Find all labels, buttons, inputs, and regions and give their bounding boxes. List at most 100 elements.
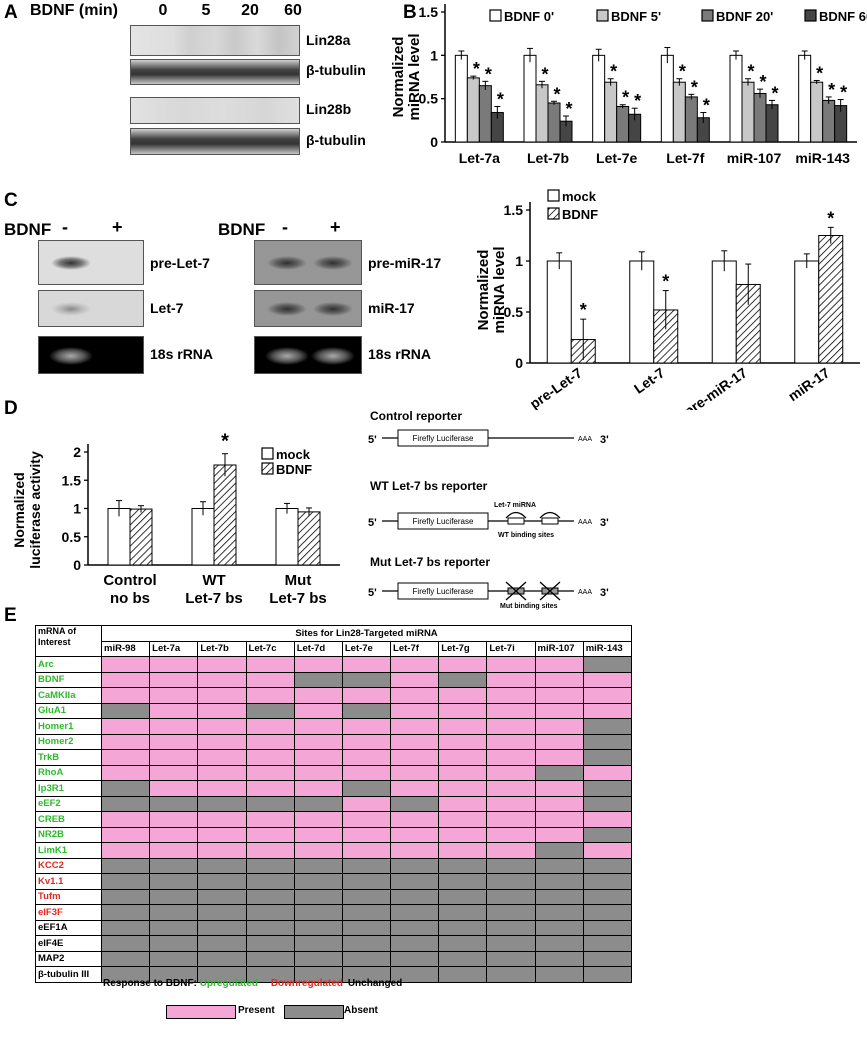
site-absent-cell <box>341 950 392 967</box>
table-row: CaMKIIa <box>35 687 633 704</box>
x-tick-label: Let-7 <box>631 364 668 396</box>
x-tick-label: Let-7b <box>527 150 569 166</box>
significance-star: * <box>827 208 834 228</box>
bar <box>798 54 812 143</box>
site-absent-cell <box>534 935 584 952</box>
pre-let7-blot <box>38 240 144 285</box>
table-row: BDNF <box>35 671 633 688</box>
site-present-cell <box>390 811 440 828</box>
site-absent-cell <box>582 935 633 952</box>
bar <box>129 508 153 566</box>
site-absent-cell <box>582 718 633 735</box>
five-prime: 5' <box>368 434 377 446</box>
site-absent-cell <box>197 935 247 952</box>
site-present-cell <box>149 733 199 750</box>
site-absent-cell <box>582 733 633 750</box>
significance-star: * <box>485 64 492 84</box>
site-absent-cell <box>100 857 151 874</box>
site-present-cell <box>486 842 536 859</box>
column-header: Let-7a <box>149 640 199 657</box>
timepoint-label: 0 <box>158 2 168 19</box>
site-present-cell <box>390 718 440 735</box>
site-absent-cell <box>293 950 343 967</box>
column-header: Let-7c <box>245 640 295 657</box>
y-tick-label: 0 <box>430 134 438 150</box>
site-present-cell <box>100 764 151 781</box>
site-present-cell <box>534 811 584 828</box>
site-absent-cell <box>245 904 295 921</box>
mrna-name: RhoA <box>35 764 102 781</box>
mrna-name: eIF4E <box>35 935 102 952</box>
panel-a-label: A <box>4 2 18 23</box>
table-row: eIF4E <box>35 935 633 952</box>
site-present-cell <box>293 656 343 673</box>
bar <box>729 54 743 143</box>
site-present-cell <box>341 842 392 859</box>
gene-label: Firefly Luciferase <box>413 434 474 443</box>
x-tick-label: Let-7 bs <box>269 590 327 607</box>
site-absent-cell <box>100 904 151 921</box>
let7-blot <box>38 290 144 327</box>
site-present-cell <box>197 702 247 719</box>
site-absent-cell <box>197 857 247 874</box>
x-tick-label: no bs <box>110 590 150 607</box>
polya-label: AAA <box>578 519 592 526</box>
legend-label: mock <box>276 447 311 462</box>
site-absent-cell <box>149 873 199 890</box>
column-header: Let-7i <box>486 640 536 657</box>
site-absent-cell <box>100 935 151 952</box>
site-present-cell <box>245 687 295 704</box>
site-present-cell <box>197 749 247 766</box>
bar <box>466 77 480 143</box>
x-tick-label: Control <box>103 572 156 589</box>
blot-label: miR-17 <box>368 300 415 316</box>
binding-sites-label: WT binding sites <box>498 532 554 539</box>
site-absent-cell <box>245 702 295 719</box>
site-present-cell <box>149 749 199 766</box>
significance-star: * <box>622 88 629 108</box>
site-absent-cell <box>582 749 633 766</box>
site-absent-cell <box>582 780 633 797</box>
site-present-cell <box>582 671 633 688</box>
significance-star: * <box>703 96 710 116</box>
site-absent-cell <box>149 919 199 936</box>
site-present-cell <box>534 733 584 750</box>
table-row: β-tubulin III <box>35 966 633 983</box>
table-row: TrkB <box>35 749 633 766</box>
site-absent-cell <box>438 888 488 905</box>
table-row: NR2B <box>35 826 633 843</box>
mrna-name: GluA1 <box>35 702 102 719</box>
panel-c-label: C <box>4 190 18 211</box>
pre-mir17-blot <box>254 240 362 285</box>
site-present-cell <box>438 687 488 704</box>
site-present-cell <box>197 718 247 735</box>
site-absent-cell <box>486 950 536 967</box>
significance-star: * <box>747 62 754 82</box>
site-absent-cell <box>341 966 392 983</box>
site-present-cell <box>149 811 199 828</box>
bar <box>684 96 698 143</box>
significance-star: * <box>679 62 686 82</box>
y-axis-label: Normalized <box>475 250 492 331</box>
legend-swatch <box>701 9 714 22</box>
y-tick-label: 0.5 <box>419 91 439 107</box>
site-present-cell <box>534 780 584 797</box>
legend-label: mock <box>562 189 597 204</box>
mrna-name: Homer1 <box>35 718 102 735</box>
site-present-cell <box>438 656 488 673</box>
site-absent-cell <box>245 795 295 812</box>
reporter-title: Mut Let-7 bs reporter <box>370 555 490 569</box>
mrna-name: MAP2 <box>35 950 102 967</box>
significance-star: * <box>759 72 766 92</box>
mirna-label: Let-7 miRNA <box>494 502 536 509</box>
site-present-cell <box>438 702 488 719</box>
mrna-name: Kv1.1 <box>35 873 102 890</box>
site-absent-cell <box>149 888 199 905</box>
site-absent-cell <box>341 857 392 874</box>
site-absent-cell <box>341 904 392 921</box>
mrna-name: eIF3F <box>35 904 102 921</box>
column-header: miR-107 <box>534 640 584 657</box>
site-absent-cell <box>100 702 151 719</box>
blot-label: β-tubulin <box>306 62 366 78</box>
